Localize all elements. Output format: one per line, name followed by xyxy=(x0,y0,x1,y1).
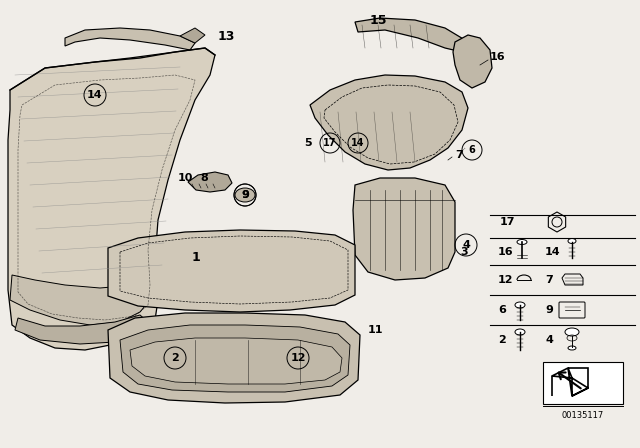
Ellipse shape xyxy=(568,238,576,244)
Text: 15: 15 xyxy=(370,13,387,26)
Polygon shape xyxy=(108,230,355,312)
Polygon shape xyxy=(310,75,468,170)
Polygon shape xyxy=(108,313,360,403)
Text: 14: 14 xyxy=(87,90,103,100)
Text: 14: 14 xyxy=(545,247,561,257)
FancyBboxPatch shape xyxy=(543,362,623,404)
Text: 5: 5 xyxy=(304,138,312,148)
Text: 11: 11 xyxy=(368,325,383,335)
Polygon shape xyxy=(120,325,350,392)
Polygon shape xyxy=(15,315,148,344)
Text: 4: 4 xyxy=(462,240,470,250)
Polygon shape xyxy=(8,48,215,350)
Text: 7: 7 xyxy=(455,150,463,160)
Polygon shape xyxy=(130,338,342,384)
Polygon shape xyxy=(453,35,492,88)
Text: 13: 13 xyxy=(218,30,236,43)
Text: 1: 1 xyxy=(192,250,201,263)
Text: 16: 16 xyxy=(498,247,514,257)
Text: 00135117: 00135117 xyxy=(562,410,604,419)
Text: 9: 9 xyxy=(545,305,553,315)
Ellipse shape xyxy=(515,329,525,335)
Ellipse shape xyxy=(235,188,255,202)
Ellipse shape xyxy=(517,240,527,245)
Text: 12: 12 xyxy=(291,353,306,363)
Text: 9: 9 xyxy=(241,190,249,200)
Polygon shape xyxy=(188,172,232,192)
Ellipse shape xyxy=(515,302,525,308)
Text: 6: 6 xyxy=(498,305,506,315)
Text: 8: 8 xyxy=(200,173,208,183)
Text: 4: 4 xyxy=(545,335,553,345)
Text: 7: 7 xyxy=(545,275,553,285)
Text: 2: 2 xyxy=(171,353,179,363)
Text: 17: 17 xyxy=(323,138,337,148)
Text: 2: 2 xyxy=(498,335,506,345)
Text: 12: 12 xyxy=(498,275,513,285)
Polygon shape xyxy=(65,28,195,50)
Polygon shape xyxy=(355,18,465,52)
Ellipse shape xyxy=(565,328,579,336)
Text: 17: 17 xyxy=(500,217,515,227)
Text: 10: 10 xyxy=(178,173,193,183)
Text: 14: 14 xyxy=(351,138,365,148)
Text: 6: 6 xyxy=(468,145,476,155)
Ellipse shape xyxy=(568,346,576,350)
Polygon shape xyxy=(180,28,205,43)
Polygon shape xyxy=(10,275,150,325)
Text: 16: 16 xyxy=(490,52,506,62)
Polygon shape xyxy=(353,178,455,280)
Text: 9: 9 xyxy=(241,190,249,200)
Text: 3: 3 xyxy=(460,247,468,257)
